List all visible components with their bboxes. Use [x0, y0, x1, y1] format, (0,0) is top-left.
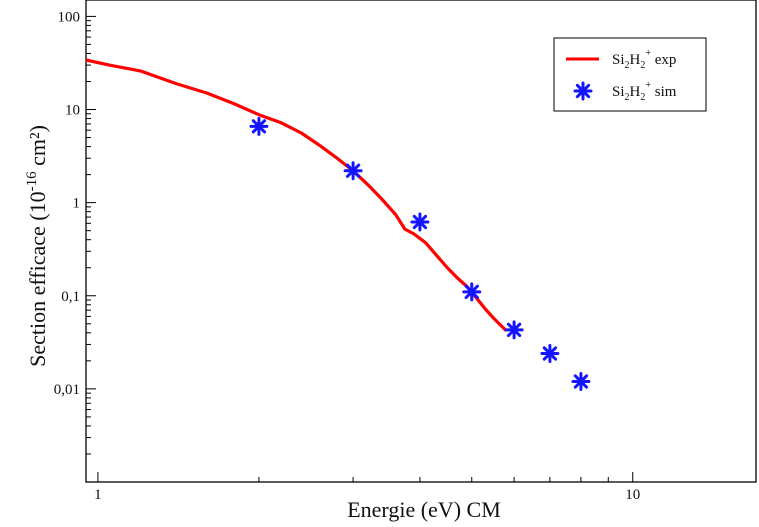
- series-layer: [85, 58, 591, 392]
- series-line-exp: [85, 58, 508, 332]
- y-axis-title-exponent: -16: [24, 171, 40, 191]
- y-tick-label: 1: [73, 196, 81, 212]
- sim-data-point: [540, 343, 560, 363]
- y-axis-title-main: Section efficace (10: [25, 191, 50, 367]
- y-axis-title: Section efficace (10-16 cm²): [24, 125, 50, 367]
- sim-data-point: [462, 282, 482, 302]
- y-tick-label: 0,1: [61, 289, 80, 305]
- x-axis-ticks: 1 10: [94, 472, 640, 503]
- legend: Si2H2+ exp Si2H2+ sim: [553, 37, 707, 112]
- legend-label-sim: Si2H2+ sim: [612, 80, 677, 103]
- x-tick-label: 1: [94, 487, 102, 503]
- sim-data-point: [249, 116, 269, 136]
- legend-asterisk-glyph: [573, 81, 593, 101]
- legend-asterisk-marker: [573, 81, 593, 101]
- y-tick-label: 0,01: [54, 382, 80, 398]
- y-tick-label: 10: [65, 103, 80, 119]
- sim-data-point: [343, 161, 363, 181]
- sim-data-point: [571, 372, 591, 392]
- x-axis-title: Energie (eV) CM: [347, 497, 501, 522]
- y-axis-title-unit: cm²): [25, 125, 50, 171]
- sim-data-point: [504, 320, 524, 340]
- legend-box: [553, 37, 707, 112]
- sim-data-point: [410, 212, 430, 232]
- y-axis-ticks: 0,01 0,1 1 10 100: [54, 9, 96, 483]
- x-tick-label: 10: [625, 487, 640, 503]
- y-tick-label: 100: [58, 9, 81, 25]
- legend-label-exp: Si2H2+ exp: [612, 48, 676, 71]
- plot-frame: [85, 0, 757, 483]
